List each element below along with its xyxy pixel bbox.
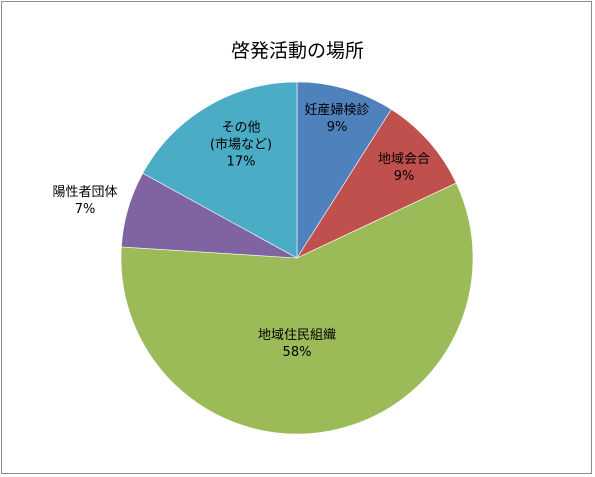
slice-percent-label-3: 7% bbox=[75, 202, 96, 217]
slice-percent-label-4: 17% bbox=[227, 155, 256, 170]
pie-slice-2 bbox=[120, 182, 474, 435]
slice-category-label-0: 妊産婦検診 bbox=[304, 102, 369, 118]
slice-category-label-2: 地域住民組織 bbox=[258, 328, 336, 343]
slice-category-label-3: 陽性者団体 bbox=[52, 185, 117, 200]
chart-title: 啓発活動の場所 bbox=[230, 40, 364, 62]
slice-category-label-4: (市場など) bbox=[210, 137, 272, 153]
pie-slice-4 bbox=[142, 81, 298, 259]
slice-percent-label-1: 9% bbox=[394, 169, 415, 184]
slice-percent-label-2: 58% bbox=[283, 345, 312, 360]
pie-slice-1 bbox=[296, 108, 457, 259]
pie-slice-0 bbox=[296, 81, 392, 260]
slice-category-label-1: 地域会合 bbox=[378, 152, 430, 167]
slice-percent-label-0: 9% bbox=[327, 120, 348, 135]
slice-category-label-4: その他 bbox=[221, 121, 260, 136]
